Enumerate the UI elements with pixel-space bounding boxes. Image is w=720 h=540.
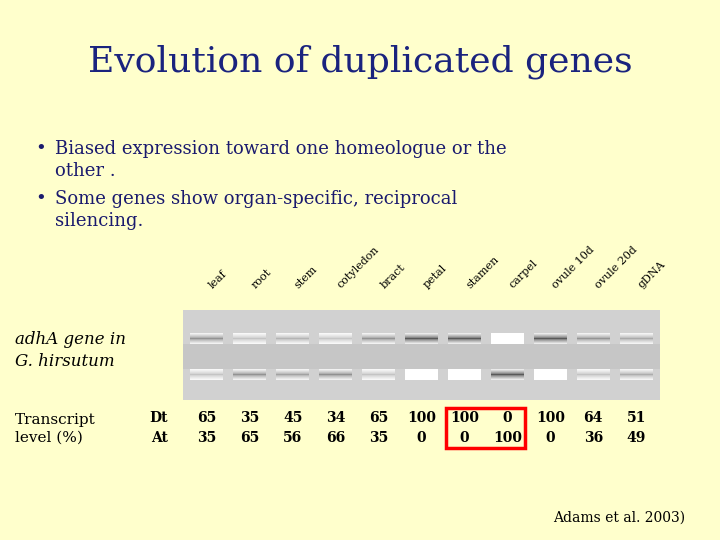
Text: Biased expression toward one homeologue or the: Biased expression toward one homeologue … (55, 140, 507, 158)
Text: At: At (151, 431, 168, 445)
Text: silencing.: silencing. (55, 212, 143, 230)
Text: root: root (250, 267, 273, 290)
Text: leaf: leaf (207, 268, 228, 290)
Text: gDNA: gDNA (636, 259, 667, 290)
Text: other .: other . (55, 162, 116, 180)
Text: carpel: carpel (508, 258, 539, 290)
Text: 100: 100 (493, 431, 522, 445)
Text: 64: 64 (583, 411, 603, 425)
Text: Adams et al. 2003): Adams et al. 2003) (553, 511, 685, 525)
Text: petal: petal (421, 263, 449, 290)
Text: 45: 45 (283, 411, 302, 425)
Text: 49: 49 (626, 431, 646, 445)
Text: 0: 0 (417, 431, 426, 445)
Text: 35: 35 (369, 431, 388, 445)
Text: bract: bract (379, 262, 407, 290)
Text: •: • (35, 140, 46, 158)
Text: 0: 0 (546, 431, 555, 445)
Text: Some genes show organ-specific, reciprocal: Some genes show organ-specific, reciproc… (55, 190, 457, 208)
Text: stamen: stamen (464, 254, 500, 290)
Text: 0: 0 (503, 411, 512, 425)
Text: 56: 56 (283, 431, 302, 445)
Text: 35: 35 (240, 411, 259, 425)
Text: cotyledon: cotyledon (336, 245, 382, 290)
Text: 51: 51 (626, 411, 646, 425)
Text: 65: 65 (369, 411, 388, 425)
Text: •: • (35, 190, 46, 208)
Text: 0: 0 (459, 431, 469, 445)
Text: stem: stem (293, 264, 319, 290)
Text: 66: 66 (326, 431, 346, 445)
Text: G. hirsutum: G. hirsutum (15, 354, 114, 370)
Text: Evolution of duplicated genes: Evolution of duplicated genes (88, 45, 632, 79)
Text: 100: 100 (536, 411, 564, 425)
Text: Transcript: Transcript (15, 413, 96, 427)
Text: 35: 35 (197, 431, 217, 445)
Text: 36: 36 (584, 431, 603, 445)
Text: adhA gene in: adhA gene in (15, 332, 126, 348)
Text: 65: 65 (197, 411, 217, 425)
Text: level (%): level (%) (15, 431, 83, 445)
Text: 65: 65 (240, 431, 259, 445)
Text: 100: 100 (450, 411, 479, 425)
Text: Dt: Dt (150, 411, 168, 425)
Bar (446, 408, 526, 448)
Text: ovule 10d: ovule 10d (550, 244, 596, 290)
Text: ovule 20d: ovule 20d (593, 244, 639, 290)
Text: 34: 34 (326, 411, 346, 425)
Text: 100: 100 (407, 411, 436, 425)
